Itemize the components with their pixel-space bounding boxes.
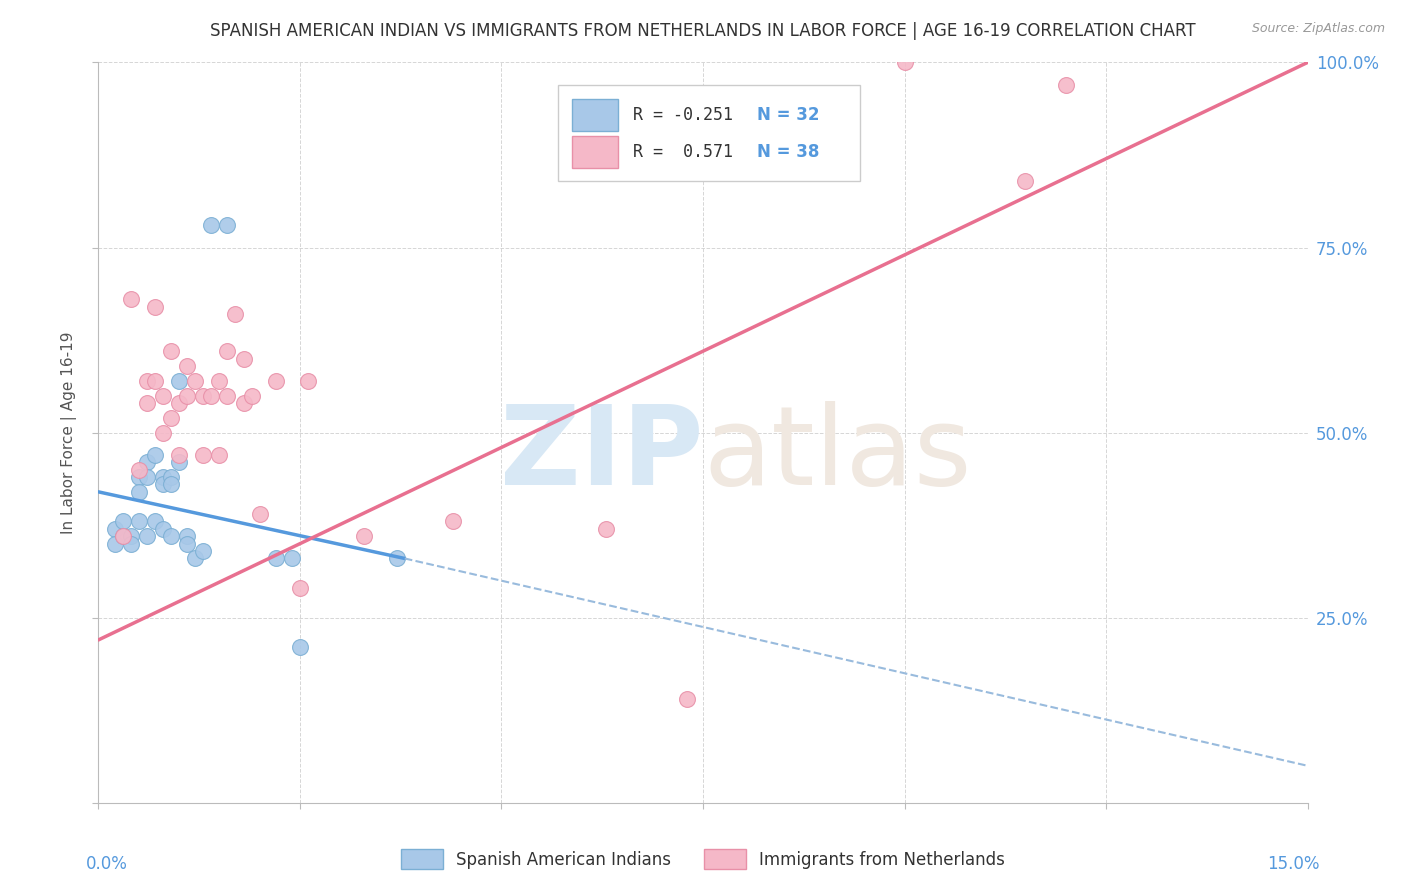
Point	[200, 388, 222, 402]
Point	[160, 470, 183, 484]
Point	[893, 55, 915, 70]
Point	[167, 374, 190, 388]
Point	[264, 374, 287, 388]
Text: N = 38: N = 38	[758, 143, 820, 161]
Point	[152, 477, 174, 491]
FancyBboxPatch shape	[558, 85, 860, 181]
Point	[160, 529, 183, 543]
Point	[111, 529, 134, 543]
Point	[103, 522, 125, 536]
Point	[111, 515, 134, 529]
Point	[595, 522, 617, 536]
Text: 15.0%: 15.0%	[1267, 855, 1320, 872]
Point	[176, 388, 198, 402]
Point	[224, 307, 246, 321]
FancyBboxPatch shape	[572, 136, 619, 168]
Point	[288, 581, 311, 595]
Point	[240, 388, 263, 402]
Point	[120, 529, 142, 543]
Point	[128, 470, 150, 484]
Point	[193, 544, 215, 558]
Point	[232, 396, 254, 410]
Point	[1014, 174, 1036, 188]
Legend: Spanish American Indians, Immigrants from Netherlands: Spanish American Indians, Immigrants fro…	[394, 842, 1012, 876]
Point	[128, 484, 150, 499]
Point	[152, 470, 174, 484]
Point	[232, 351, 254, 366]
Point	[135, 374, 157, 388]
Point	[249, 507, 271, 521]
Text: R =  0.571: R = 0.571	[633, 143, 733, 161]
Text: SPANISH AMERICAN INDIAN VS IMMIGRANTS FROM NETHERLANDS IN LABOR FORCE | AGE 16-1: SPANISH AMERICAN INDIAN VS IMMIGRANTS FR…	[209, 22, 1197, 40]
Point	[120, 536, 142, 550]
Point	[288, 640, 311, 655]
Point	[111, 529, 134, 543]
Point	[176, 529, 198, 543]
Point	[176, 536, 198, 550]
Text: R = -0.251: R = -0.251	[633, 106, 733, 124]
Point	[208, 448, 231, 462]
Point	[160, 344, 183, 359]
Point	[143, 515, 166, 529]
Point	[297, 374, 319, 388]
Point	[135, 529, 157, 543]
Point	[120, 293, 142, 307]
Point	[135, 470, 157, 484]
Text: ZIP: ZIP	[499, 401, 703, 508]
Point	[143, 300, 166, 314]
Point	[281, 551, 304, 566]
Text: N = 32: N = 32	[758, 106, 820, 124]
Point	[160, 410, 183, 425]
Y-axis label: In Labor Force | Age 16-19: In Labor Force | Age 16-19	[60, 331, 77, 534]
Point	[200, 219, 222, 233]
Point	[103, 536, 125, 550]
Text: 0.0%: 0.0%	[86, 855, 128, 872]
Text: atlas: atlas	[703, 401, 972, 508]
Point	[217, 344, 239, 359]
Point	[160, 477, 183, 491]
Point	[264, 551, 287, 566]
Point	[176, 359, 198, 373]
Point	[167, 396, 190, 410]
Point	[143, 448, 166, 462]
FancyBboxPatch shape	[572, 99, 619, 130]
Point	[152, 388, 174, 402]
Point	[193, 388, 215, 402]
Point	[167, 455, 190, 469]
Point	[135, 455, 157, 469]
Point	[217, 388, 239, 402]
Point	[441, 515, 464, 529]
Point	[353, 529, 375, 543]
Point	[167, 448, 190, 462]
Point	[385, 551, 408, 566]
Point	[208, 374, 231, 388]
Text: Source: ZipAtlas.com: Source: ZipAtlas.com	[1251, 22, 1385, 36]
Point	[217, 219, 239, 233]
Point	[676, 692, 699, 706]
Point	[128, 515, 150, 529]
Point	[128, 462, 150, 476]
Point	[152, 522, 174, 536]
Point	[135, 396, 157, 410]
Point	[143, 374, 166, 388]
Point	[1054, 78, 1077, 92]
Point	[184, 374, 207, 388]
Point	[152, 425, 174, 440]
Point	[193, 448, 215, 462]
Point	[184, 551, 207, 566]
